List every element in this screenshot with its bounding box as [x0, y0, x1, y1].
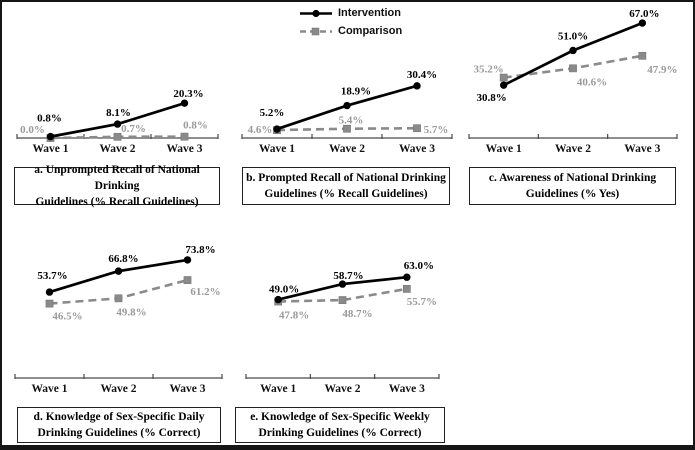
comparison-marker [45, 299, 54, 308]
intervention-data-label: 30.4% [407, 69, 437, 81]
caption-line: Guidelines (% Yes) [525, 188, 620, 200]
x-axis-category-label: Wave 3 [389, 383, 425, 395]
comparison-data-label: 0.7% [121, 123, 146, 135]
comparison-line-e [278, 287, 408, 303]
comparison-data-label: 46.5% [52, 311, 82, 323]
legend-label-comparison: Comparison [338, 25, 403, 37]
x-axis-category-label: Wave 1 [32, 143, 68, 155]
intervention-marker [638, 19, 647, 27]
caption-line: c. Awareness of National Drinking [488, 172, 657, 184]
intervention-marker [183, 256, 192, 264]
caption-line: Guidelines (% Recall Guidelines) [35, 196, 199, 208]
caption-line: d. Knowledge of Sex-Specific Daily [33, 411, 205, 423]
legend: Intervention Comparison [299, 7, 402, 38]
intervention-marker [45, 288, 54, 296]
comparison-marker [113, 132, 122, 141]
caption-line: b. Prompted Recall of National Drinking [246, 172, 446, 184]
intervention-marker [569, 46, 577, 55]
comparison-line-swatch [300, 27, 332, 36]
legend-item-intervention: Intervention [299, 7, 402, 20]
comparison-data-label: 47.8% [279, 310, 309, 322]
comparison-marker [183, 276, 192, 284]
caption-line: Guidelines (% Recall Guidelines) [264, 188, 428, 200]
comparison-data-label: 5.4% [339, 115, 364, 127]
x-axis-category-label: Wave 2 [329, 143, 365, 155]
intervention-marker [274, 295, 282, 304]
comparison-data-label: 0.8% [183, 120, 208, 132]
comparison-marker [338, 296, 347, 304]
intervention-data-label: 30.8% [477, 92, 507, 104]
intervention-data-label: 73.8% [185, 244, 215, 256]
comparison-marker [569, 64, 577, 73]
intervention-data-label: 66.8% [108, 253, 138, 265]
comparison-marker [180, 132, 189, 141]
comparison-marker [413, 124, 421, 133]
intervention-data-label: 0.8% [37, 113, 62, 125]
x-axis-category-label: Wave 3 [166, 143, 202, 155]
x-axis-category-label: Wave 1 [31, 383, 67, 395]
x-axis-category-label: Wave 2 [99, 143, 135, 155]
comparison-marker [114, 294, 123, 303]
caption-box-e: e. Knowledge of Sex-Specific Weekly Drin… [235, 407, 445, 443]
caption-line: Drinking Guidelines (% Correct) [37, 427, 201, 439]
caption-box-c: c. Awareness of National Drinking Guidel… [469, 167, 676, 205]
x-axis-category-label: Wave 1 [486, 143, 522, 155]
intervention-data-label: 49.0% [269, 284, 299, 296]
comparison-data-label: 47.9% [647, 64, 677, 76]
intervention-marker [114, 267, 123, 275]
intervention-marker [499, 81, 508, 89]
comparison-marker [499, 73, 508, 82]
intervention-marker [46, 132, 55, 141]
intervention-data-label: 67.0% [629, 8, 659, 20]
comparison-data-label: 5.7% [424, 124, 449, 136]
intervention-data-label: 51.0% [558, 30, 588, 42]
comparison-data-label: 49.8% [116, 306, 146, 318]
caption-line: Drinking Guidelines (% Correct) [258, 427, 422, 439]
x-axis-category-label: Wave 1 [259, 143, 295, 155]
x-axis-category-label: Wave 2 [555, 143, 591, 155]
comparison-data-label: 48.7% [342, 308, 372, 320]
caption-line: a. Unprompted Recall of National Drinkin… [34, 164, 200, 192]
comparison-data-label: 40.6% [577, 76, 607, 88]
intervention-marker [273, 125, 281, 133]
intervention-marker [113, 120, 122, 128]
intervention-line-swatch [300, 9, 332, 18]
caption-box-a: a. Unprompted Recall of National Drinkin… [14, 164, 220, 208]
caption-line: e. Knowledge of Sex-Specific Weekly [250, 411, 430, 423]
comparison-data-label: 55.7% [407, 296, 437, 308]
intervention-data-label: 20.3% [173, 88, 203, 100]
caption-box-d: d. Knowledge of Sex-Specific Daily Drink… [17, 407, 221, 443]
intervention-data-label: 8.1% [106, 107, 131, 119]
x-axis-category-label: Wave 2 [324, 383, 360, 395]
x-axis-category-label: Wave 3 [399, 143, 435, 155]
comparison-marker [402, 285, 411, 293]
x-axis-category-label: Wave 2 [100, 383, 136, 395]
legend-item-comparison: Comparison [299, 25, 402, 38]
comparison-marker [343, 124, 351, 133]
x-axis-category-label: Wave 3 [169, 383, 205, 395]
comparison-data-label: 61.2% [190, 286, 220, 298]
intervention-marker [180, 99, 189, 107]
comparison-marker [638, 51, 647, 60]
comparison-data-label: 0.0% [20, 124, 45, 136]
x-axis-category-label: Wave 3 [624, 143, 660, 155]
comparison-data-label: 35.2% [474, 64, 504, 76]
intervention-data-label: 63.0% [404, 260, 434, 272]
intervention-marker [343, 101, 351, 110]
caption-box-b: b. Prompted Recall of National Drinking … [242, 167, 450, 205]
intervention-data-label: 18.9% [341, 86, 371, 98]
legend-label-intervention: Intervention [338, 7, 401, 19]
intervention-marker [413, 82, 421, 90]
intervention-data-label: 5.2% [260, 107, 285, 119]
intervention-data-label: 58.7% [333, 270, 363, 282]
intervention-marker [338, 280, 347, 288]
intervention-data-label: 53.7% [37, 270, 67, 282]
intervention-marker [403, 273, 411, 281]
comparison-data-label: 4.6% [248, 124, 273, 136]
x-axis-category-label: Wave 1 [260, 383, 296, 395]
